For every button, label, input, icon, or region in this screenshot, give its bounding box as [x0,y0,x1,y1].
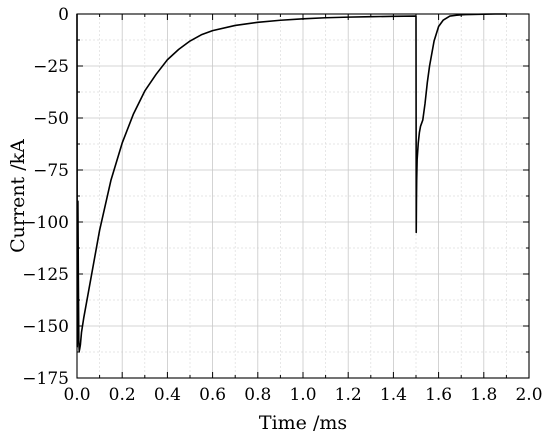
x-axis-title: Time /ms [259,412,347,434]
y-tick-label: −50 [33,109,69,129]
y-tick-label: −175 [22,369,69,389]
y-tick-label: −25 [33,57,69,77]
y-tick-label: 0 [58,5,69,25]
y-tick-label: −125 [22,265,69,285]
series-line [76,13,507,352]
x-tick-label: 0.4 [154,385,181,405]
x-tick-label: 1.4 [380,385,407,405]
y-axis-title: Current /kA [7,139,29,253]
x-tick-label: 0.0 [63,385,90,405]
grid [76,13,530,379]
x-tick-label: 2.0 [515,385,542,405]
x-tick-label: 1.6 [425,385,452,405]
y-tick-label: −100 [22,213,69,233]
x-tick-labels: 0.0 0.2 0.4 0.6 0.8 1.0 1.2 1.4 1.6 1.8 2.0 [63,385,542,405]
y-tick-label: −150 [22,317,69,337]
x-tick-label: 0.2 [109,385,136,405]
x-tick-label: 0.6 [199,385,226,405]
x-tick-label: 1.2 [335,385,362,405]
x-tick-label: 0.8 [244,385,271,405]
x-tick-label: 1.8 [470,385,497,405]
x-tick-label: 1.0 [289,385,316,405]
series-layer [76,13,507,352]
y-tick-labels: 0 −25 −50 −75 −100 −125 −150 −175 [22,5,69,389]
y-tick-label: −75 [33,161,69,181]
